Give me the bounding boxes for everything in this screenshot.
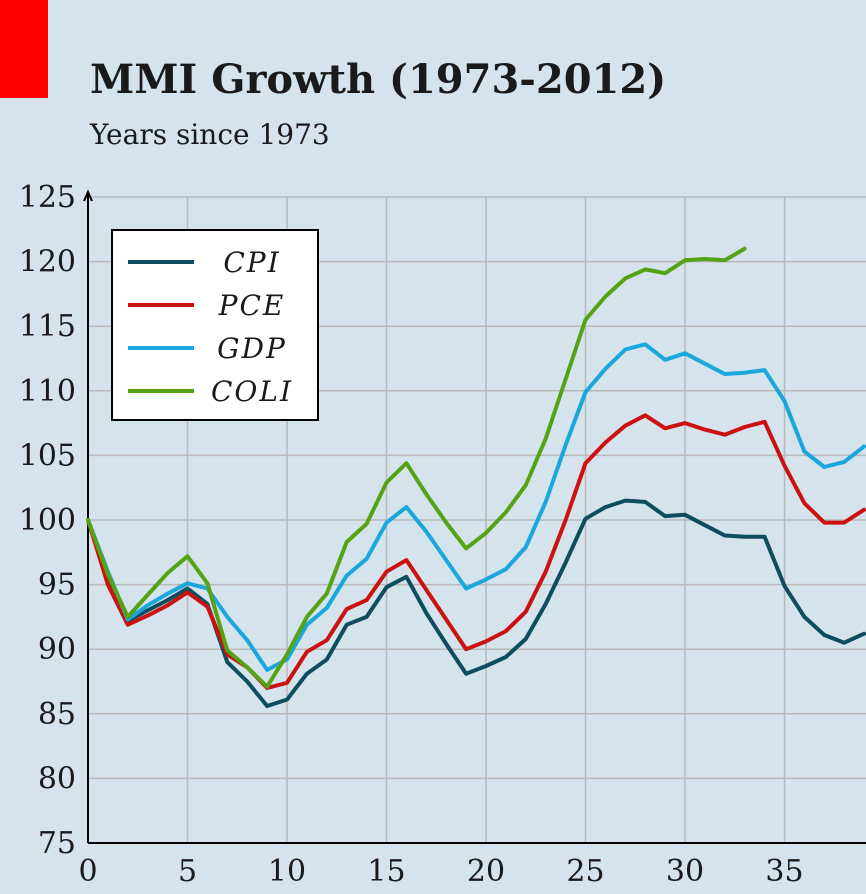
y-tick-label: 95 xyxy=(38,568,76,603)
x-tick-label: 15 xyxy=(367,854,405,889)
series-lines xyxy=(86,246,866,708)
y-tick-label: 110 xyxy=(19,374,76,409)
y-tick-label: 80 xyxy=(38,761,76,796)
y-tick-label: 115 xyxy=(19,309,76,344)
x-tick-label: 20 xyxy=(467,854,505,889)
x-tick-label: 30 xyxy=(666,854,704,889)
y-tick-label: 120 xyxy=(19,245,76,280)
x-tick-label: 10 xyxy=(268,854,306,889)
x-tick-label: 35 xyxy=(765,854,803,889)
legend-label-coli: COLI xyxy=(211,375,293,408)
y-tick-label: 75 xyxy=(38,826,76,861)
y-tick-label: 85 xyxy=(38,697,76,732)
x-tick-label: 5 xyxy=(178,854,197,889)
y-tick-label: 125 xyxy=(19,180,76,215)
x-tick-label: 25 xyxy=(566,854,604,889)
series-line-coli xyxy=(86,246,747,689)
series-line-pce xyxy=(86,413,866,690)
series-line-gdp xyxy=(86,342,866,672)
legend-label-gdp: GDP xyxy=(217,332,287,365)
y-tick-label: 90 xyxy=(38,632,76,667)
accent-block xyxy=(0,0,48,98)
y-axis-arrow xyxy=(83,189,93,202)
axes: 75 80 85 90 95 100 105 110 115 120 125 0 5 10 15 20 25 30… xyxy=(19,180,866,889)
y-tick-label: 105 xyxy=(19,438,76,473)
chart-subtitle: Years since 1973 xyxy=(90,118,330,151)
legend-label-cpi: CPI xyxy=(223,246,280,279)
legend-label-pce: PCE xyxy=(218,289,286,322)
x-tick-label: 0 xyxy=(78,854,97,889)
y-tick-label: 100 xyxy=(19,503,76,538)
legend: CPI PCE GDP COLI xyxy=(111,229,319,421)
chart-title: MMI Growth (1973-2012) xyxy=(90,56,667,103)
